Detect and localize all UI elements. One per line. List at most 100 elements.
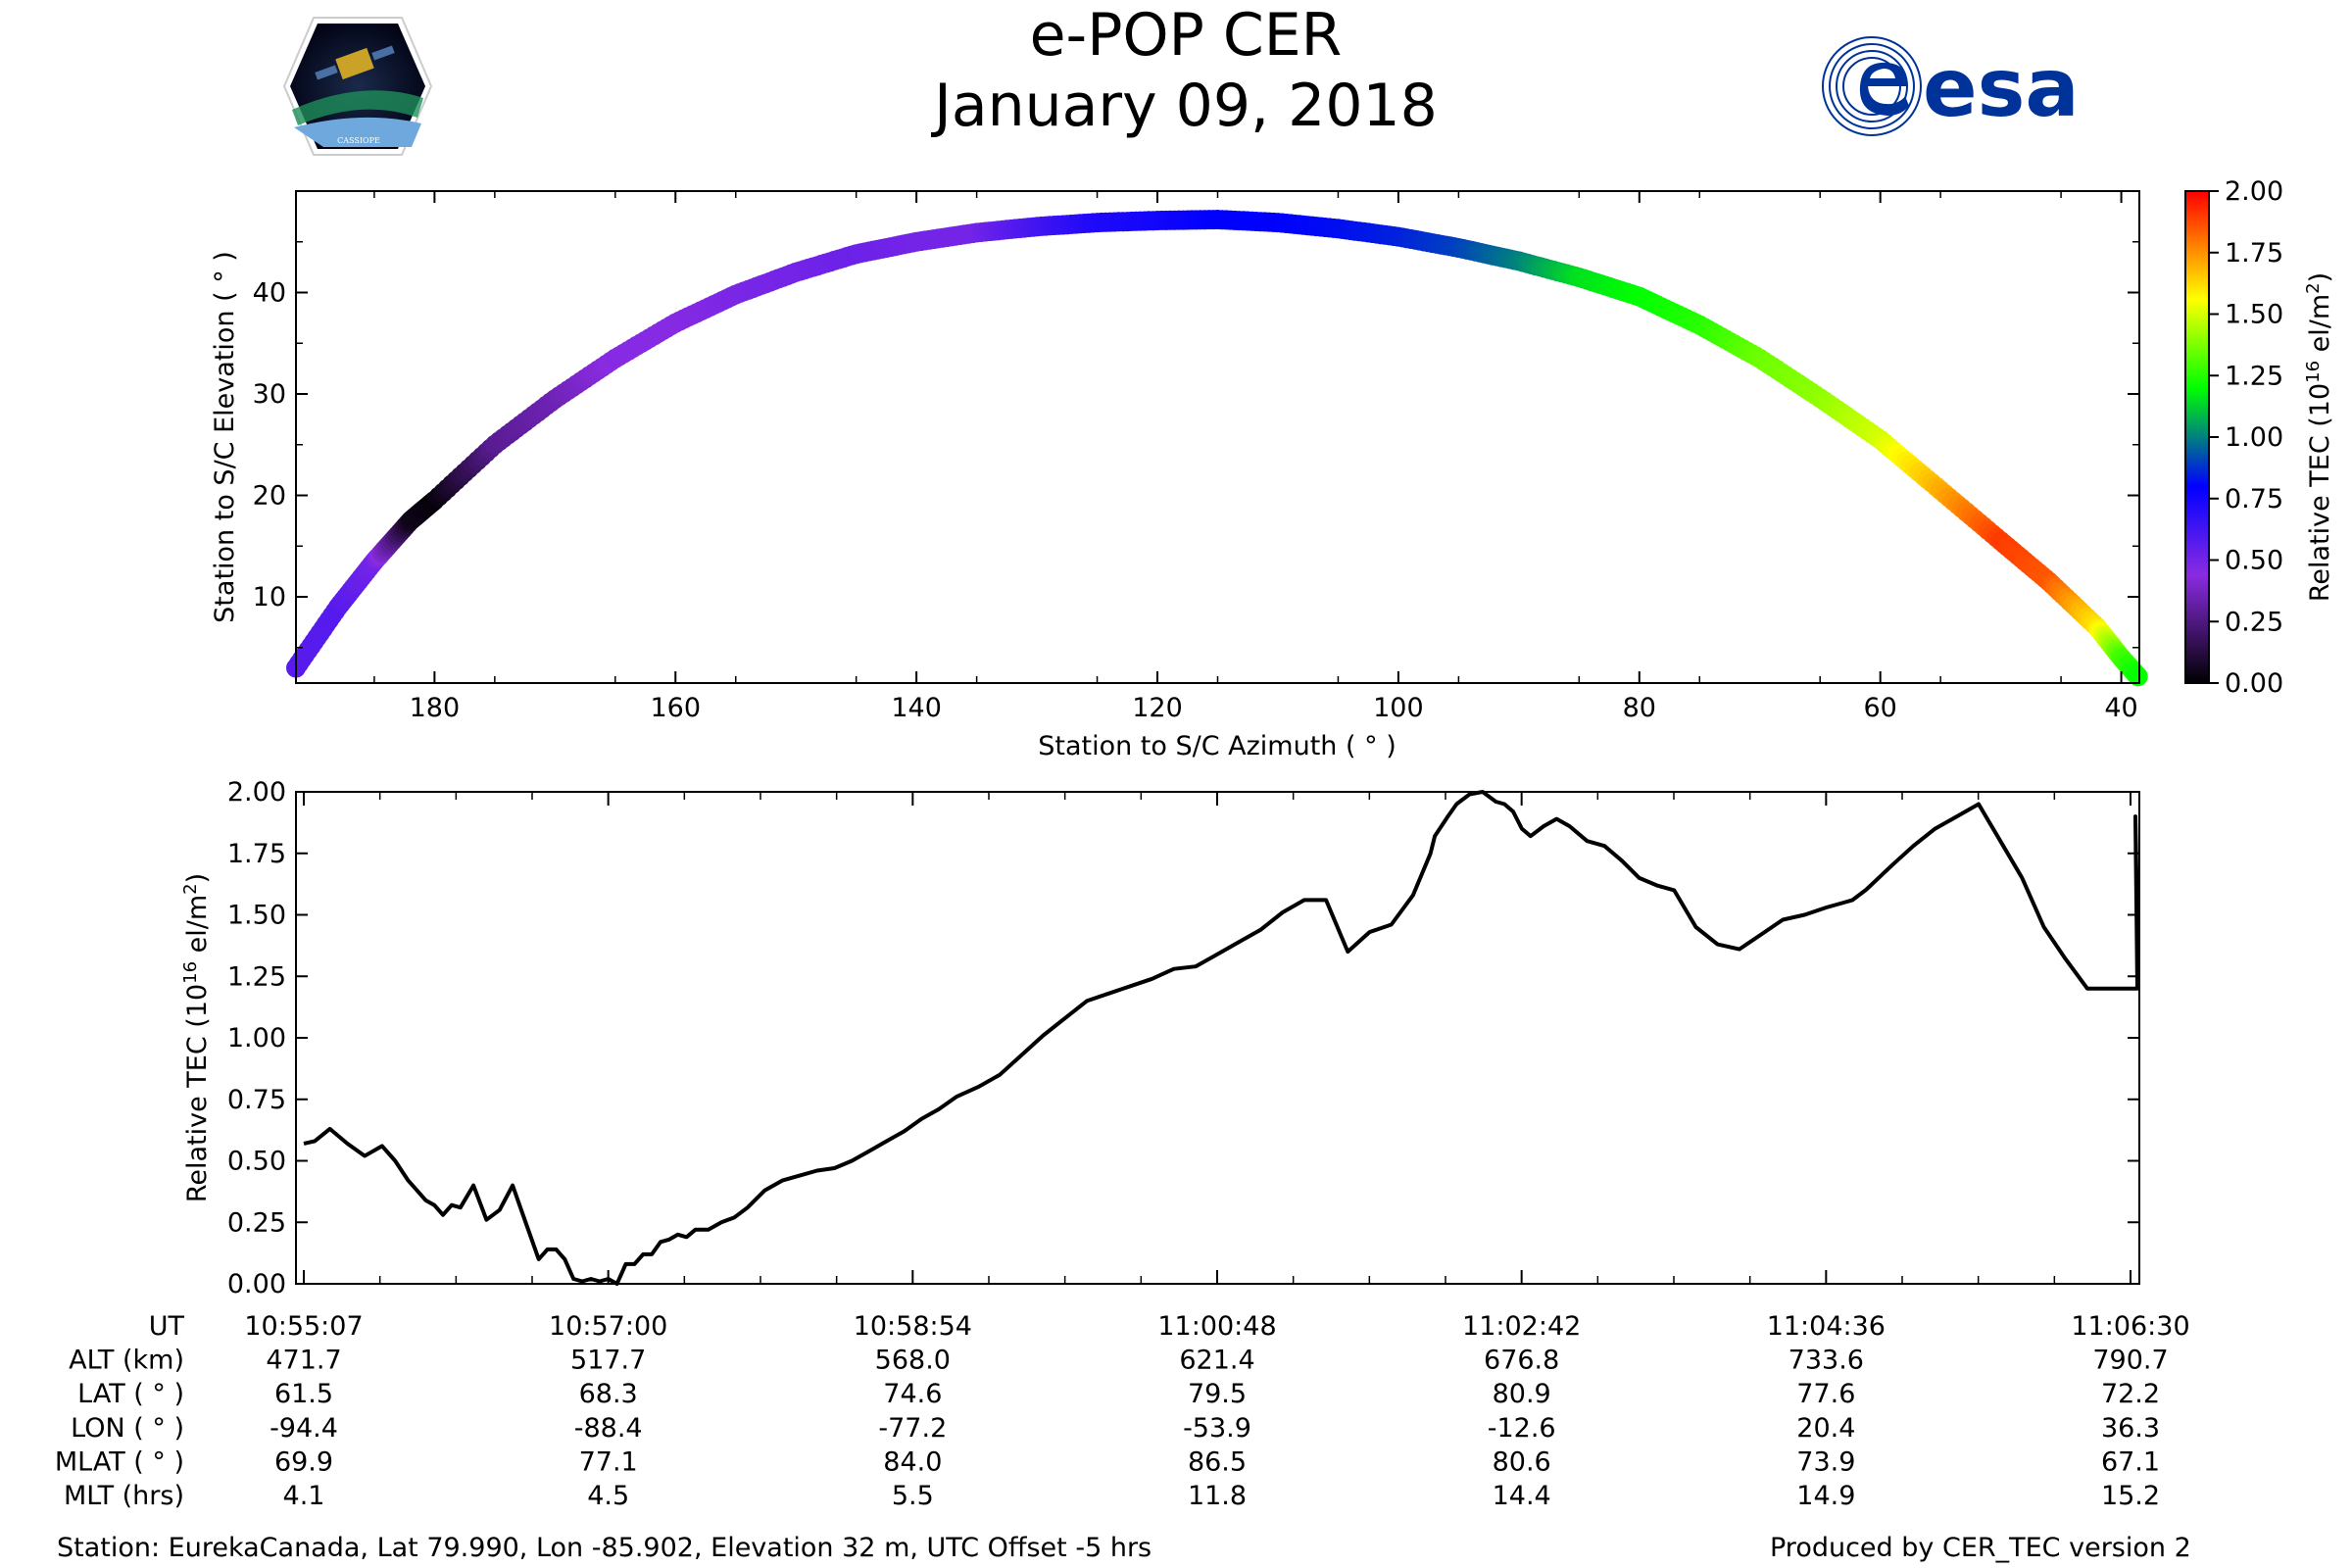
table-row-label: UT [149,1311,185,1342]
table-cell: 14.4 [1493,1481,1551,1511]
colorbar-label-unit-a: (10 [2305,383,2335,435]
table-cell: 10:58:54 [854,1311,972,1342]
x-tick-label: 140 [891,693,942,723]
bottom-y-label-unit-a [182,1028,213,1037]
colorbar-label: Relative TEC (1016 el/m2) [2303,272,2335,602]
table-cell: 10:57:00 [549,1311,667,1342]
bottom-y-label-main: Relative TEC [182,1036,213,1202]
table-cell: 11:02:42 [1462,1311,1581,1342]
table-cell: 11:06:30 [2071,1311,2189,1342]
colorbar-label-exp: 16 [2303,361,2324,383]
colorbar-label-close: ) [2305,272,2335,283]
table-cell: 621.4 [1179,1346,1254,1376]
colorbar-tick-label: 2.00 [2225,176,2283,207]
y-tick-label: 0.25 [227,1207,286,1238]
colorbar-label-unit-b: el/m [2305,294,2335,361]
table-row-label: LON ( ° ) [71,1413,184,1444]
table-cell: -88.4 [574,1413,643,1444]
colorbar-tick-label: 1.75 [2225,238,2283,269]
table-row-label: MLT (hrs) [64,1481,184,1511]
table-cell: 77.1 [579,1446,638,1477]
table-cell: 73.9 [1796,1446,1855,1477]
table-cell: -53.9 [1183,1413,1251,1444]
table-cell: -12.6 [1488,1413,1556,1444]
y-tick-label: 1.75 [227,839,286,869]
esa-logo: esa [1822,36,2080,136]
colorbar-tick-label: 1.25 [2225,361,2283,391]
table-row-label: LAT ( ° ) [77,1379,184,1409]
x-tick-label: 100 [1373,693,1424,723]
y-tick-label: 1.25 [227,961,286,992]
top-x-axis-label: Station to S/C Azimuth ( ° ) [1038,731,1396,761]
colorbar-label-unit-exp: 2 [2303,282,2324,293]
bottom-y-label-unit-tail: el/m [182,895,213,961]
bottom-y-label-exp: 16 [180,961,201,984]
y-tick-label: 0.75 [227,1085,286,1115]
table-cell: 61.5 [274,1379,333,1409]
table-cell: 69.9 [274,1446,333,1477]
y-tick-label: 1.00 [227,1023,286,1054]
table-cell: 15.2 [2101,1481,2160,1511]
colorbar-tick-label: 0.25 [2225,607,2283,637]
bottom-plot-frame [295,791,2140,1285]
chart-title-line2: January 09, 2018 [930,72,1438,140]
y-tick-label: 1.50 [227,901,286,931]
table-cell: -94.4 [270,1413,338,1444]
table-cell: 733.6 [1788,1346,1864,1376]
chart-title-line1: e-POP CER [1030,1,1343,70]
x-tick-label: 40 [2104,693,2137,723]
x-tick-label: 60 [1863,693,1896,723]
bottom-y-label-close: ) [182,873,213,884]
y-tick-label: 40 [253,278,286,309]
y-tick-label: 0.50 [227,1147,286,1177]
table-cell: 11.8 [1188,1481,1247,1511]
colorbar-tick-label: 0.75 [2225,484,2283,514]
table-cell: 11:00:48 [1157,1311,1276,1342]
table-cell: 5.5 [892,1481,934,1511]
bottom-y-axis-label: Relative TEC (1016 el/m2) [180,873,213,1202]
table-row-label: MLAT ( ° ) [55,1446,184,1477]
table-cell: 80.6 [1493,1446,1551,1477]
elevation-marker [2128,666,2148,687]
table-cell: 68.3 [579,1379,638,1409]
table-cell: 11:04:36 [1767,1311,1886,1342]
x-tick-label: 120 [1132,693,1183,723]
table-cell: 790.7 [2092,1346,2168,1376]
table-cell: 20.4 [1796,1413,1855,1444]
x-tick-label: 160 [650,693,701,723]
colorbar-tick-label: 0.50 [2225,546,2283,576]
cassiope-logo: CASSIOPE [282,17,433,156]
colorbar-tick-label: 1.00 [2225,422,2283,453]
tec-series-line [303,790,2140,1286]
y-tick-label: 2.00 [227,777,286,808]
colorbar: 0.00 0.25 0.50 0.75 1.00 1.25 1.50 1.75 2.00 Rel… [2184,176,2335,699]
table-cell: 4.1 [283,1481,325,1511]
esa-wordmark: esa [1923,42,2080,135]
colorbar-ticks: 0.00 0.25 0.50 0.75 1.00 1.25 1.50 1.75 2.00 [2209,176,2283,699]
table-cell: 517.7 [570,1346,646,1376]
table-cell: 80.9 [1493,1379,1551,1409]
cassiope-label: CASSIOPE [337,136,380,145]
y-tick-label: 30 [253,379,286,410]
y-tick-label: 0.00 [227,1269,286,1299]
table-cell: 14.9 [1796,1481,1855,1511]
table-cell: 676.8 [1484,1346,1559,1376]
elevation-azimuth-plot: 180 160 140 120 100 80 60 40 10 20 30 40 Station to… [210,190,2148,761]
table-cell: 4.5 [587,1481,629,1511]
table-cell: 79.5 [1188,1379,1247,1409]
table-row-label: ALT (km) [69,1346,184,1376]
x-tick-label: 80 [1623,693,1656,723]
table-cell: 471.7 [266,1346,341,1376]
table-cell: 77.6 [1796,1379,1855,1409]
colorbar-gradient [2184,190,2210,684]
table-cell: 568.0 [875,1346,951,1376]
ephemeris-table: UT ALT (km)LAT ( ° ) LON ( ° )MLAT ( ° ) ML… [55,1311,2190,1511]
bottom-plot-ticks: 0.00 0.25 0.50 0.75 1.00 1.25 1.50 1.75 2.00 [227,777,2139,1299]
table-cell: 74.6 [883,1379,942,1409]
produced-by: Produced by CER_TEC version 2 [1770,1533,2191,1563]
y-tick-label: 20 [253,481,286,512]
elevation-track-markers [286,210,2148,687]
y-tick-label: 10 [253,582,286,612]
table-cell: 84.0 [883,1446,942,1477]
table-cell: 86.5 [1188,1446,1247,1477]
